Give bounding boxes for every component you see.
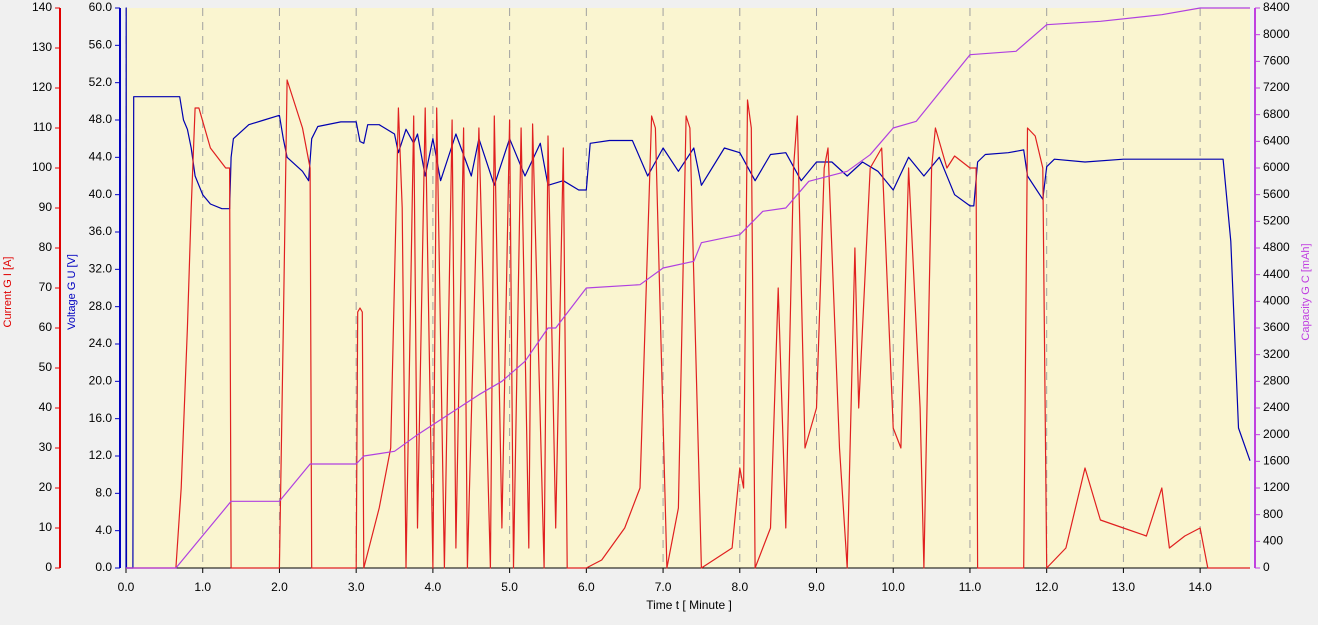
y-tick-label: 130 bbox=[32, 40, 52, 54]
x-tick-label: 5.0 bbox=[501, 580, 518, 594]
y-tick-label: 100 bbox=[32, 160, 52, 174]
y3-tick-label: 24.0 bbox=[89, 336, 113, 350]
x-tick-label: 4.0 bbox=[425, 580, 442, 594]
y-tick-label: 40 bbox=[39, 400, 53, 414]
y2-tick-label: 6000 bbox=[1263, 160, 1290, 174]
y2-tick-label: 8000 bbox=[1263, 27, 1290, 41]
y3-tick-label: 36.0 bbox=[89, 224, 113, 238]
y-tick-label: 30 bbox=[39, 440, 53, 454]
y-tick-label: 50 bbox=[39, 360, 53, 374]
current-axis-title: Current G I [A] bbox=[2, 257, 14, 328]
y-tick-label: 90 bbox=[39, 200, 53, 214]
y3-tick-label: 12.0 bbox=[89, 448, 113, 462]
y3-tick-label: 16.0 bbox=[89, 411, 113, 425]
x-tick-label: 13.0 bbox=[1112, 580, 1136, 594]
x-tick-label: 12.0 bbox=[1035, 580, 1059, 594]
capacity-axis-title: Capacity G C [mAh] bbox=[1300, 243, 1312, 340]
y2-tick-label: 400 bbox=[1263, 534, 1283, 548]
y-tick-label: 110 bbox=[33, 120, 52, 134]
y2-tick-label: 1600 bbox=[1263, 454, 1290, 468]
x-tick-label: 9.0 bbox=[808, 580, 825, 594]
y3-tick-label: 60.0 bbox=[89, 0, 113, 14]
y-tick-label: 20 bbox=[39, 480, 53, 494]
y3-tick-label: 8.0 bbox=[95, 486, 112, 500]
y2-tick-label: 7200 bbox=[1263, 80, 1290, 94]
y2-tick-label: 1200 bbox=[1263, 480, 1290, 494]
y-tick-label: 140 bbox=[32, 0, 52, 14]
y2-tick-label: 800 bbox=[1263, 507, 1283, 521]
y3-tick-label: 56.0 bbox=[89, 38, 113, 52]
y2-tick-label: 6400 bbox=[1263, 134, 1290, 148]
plot-area bbox=[126, 8, 1250, 568]
y2-tick-label: 4000 bbox=[1263, 294, 1290, 308]
y3-tick-label: 44.0 bbox=[89, 150, 113, 164]
x-tick-label: 1.0 bbox=[194, 580, 211, 594]
y-tick-label: 0 bbox=[45, 560, 52, 574]
y-tick-label: 80 bbox=[39, 240, 53, 254]
y3-tick-label: 32.0 bbox=[89, 262, 113, 276]
x-tick-label: 10.0 bbox=[882, 580, 906, 594]
y-tick-label: 10 bbox=[39, 520, 53, 534]
series-line bbox=[125, 7, 1251, 569]
y3-tick-label: 52.0 bbox=[89, 75, 113, 89]
x-tick-label: 7.0 bbox=[655, 580, 672, 594]
y-tick-label: 70 bbox=[39, 280, 53, 294]
series-line bbox=[126, 79, 1250, 569]
y2-tick-label: 7600 bbox=[1263, 54, 1290, 68]
y2-tick-label: 2400 bbox=[1263, 400, 1290, 414]
y3-tick-label: 20.0 bbox=[89, 374, 113, 388]
y2-tick-label: 4400 bbox=[1263, 267, 1290, 281]
x-tick-label: 11.0 bbox=[959, 580, 982, 594]
y2-tick-label: 3200 bbox=[1263, 347, 1290, 361]
y-tick-label: 120 bbox=[32, 80, 52, 94]
y3-tick-label: 40.0 bbox=[89, 187, 113, 201]
x-tick-label: 2.0 bbox=[271, 580, 288, 594]
y3-tick-label: 28.0 bbox=[89, 299, 113, 313]
y2-tick-label: 5200 bbox=[1263, 214, 1290, 228]
y2-tick-label: 2000 bbox=[1263, 427, 1290, 441]
y2-tick-label: 3600 bbox=[1263, 320, 1290, 334]
voltage-axis-title: Voltage G U [V] bbox=[66, 254, 78, 330]
series-line bbox=[126, 7, 1250, 569]
y3-tick-label: 4.0 bbox=[95, 523, 112, 537]
y2-tick-label: 2800 bbox=[1263, 374, 1290, 388]
y-tick-label: 60 bbox=[39, 320, 53, 334]
x-tick-label: 14.0 bbox=[1188, 580, 1212, 594]
x-tick-label: 3.0 bbox=[348, 580, 365, 594]
y3-tick-label: 0.0 bbox=[95, 560, 112, 574]
y2-tick-label: 8400 bbox=[1263, 0, 1290, 14]
y2-tick-label: 5600 bbox=[1263, 187, 1290, 201]
y2-tick-label: 0 bbox=[1263, 560, 1270, 574]
y3-tick-label: 48.0 bbox=[89, 112, 113, 126]
x-tick-label: 6.0 bbox=[578, 580, 595, 594]
x-tick-label: 8.0 bbox=[731, 580, 748, 594]
y2-tick-label: 4800 bbox=[1263, 240, 1290, 254]
y2-tick-label: 6800 bbox=[1263, 107, 1290, 121]
x-axis-title: Time t [ Minute ] bbox=[646, 598, 732, 612]
x-tick-label: 0.0 bbox=[118, 580, 135, 594]
